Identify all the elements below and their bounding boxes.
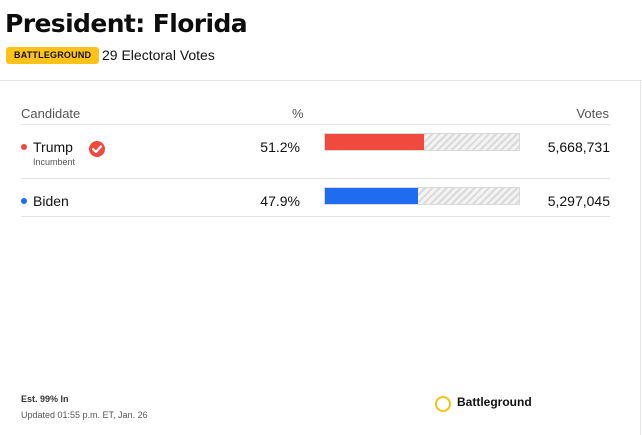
candidate-name: Trump xyxy=(33,139,73,155)
header-divider xyxy=(21,124,610,125)
party-dot-icon xyxy=(21,198,27,204)
updated-timestamp: Updated 01:55 p.m. ET, Jan. 26 xyxy=(21,410,148,420)
vote-count: 5,668,731 xyxy=(547,139,610,155)
battleground-legend-label: Battleground xyxy=(457,395,532,409)
vote-percent: 51.2% xyxy=(260,139,300,155)
battleground-badge: Battleground xyxy=(6,47,100,64)
candidate-row-biden: Biden 47.9% 5,297,045 xyxy=(21,179,610,216)
row-divider xyxy=(21,178,610,179)
column-header-candidate: Candidate xyxy=(21,106,81,121)
panel-border xyxy=(640,80,641,435)
vote-percent: 47.9% xyxy=(260,193,300,209)
incumbent-label: Incumbent xyxy=(33,157,76,167)
candidate-name: Biden xyxy=(33,193,69,209)
race-header: President: Florida Battleground 29 Elect… xyxy=(0,0,642,81)
column-header-votes: Votes xyxy=(576,106,609,121)
battleground-legend-icon xyxy=(435,396,451,412)
candidate-row-trump: Trump Incumbent 51.2% 5,668,731 xyxy=(21,125,610,178)
vote-count: 5,297,045 xyxy=(547,193,610,209)
row-divider xyxy=(21,216,610,217)
estimated-reporting: Est. 99% In xyxy=(21,394,69,404)
party-dot-icon xyxy=(21,144,27,150)
electoral-votes: 29 Electoral Votes xyxy=(102,47,215,63)
column-header-percent: % xyxy=(292,106,304,121)
winner-check-icon xyxy=(89,141,105,157)
vote-share-fill xyxy=(325,188,418,204)
page-title: President: Florida xyxy=(5,9,248,38)
vote-share-bar xyxy=(324,133,520,151)
vote-share-fill xyxy=(325,134,425,150)
vote-share-bar xyxy=(324,187,520,205)
